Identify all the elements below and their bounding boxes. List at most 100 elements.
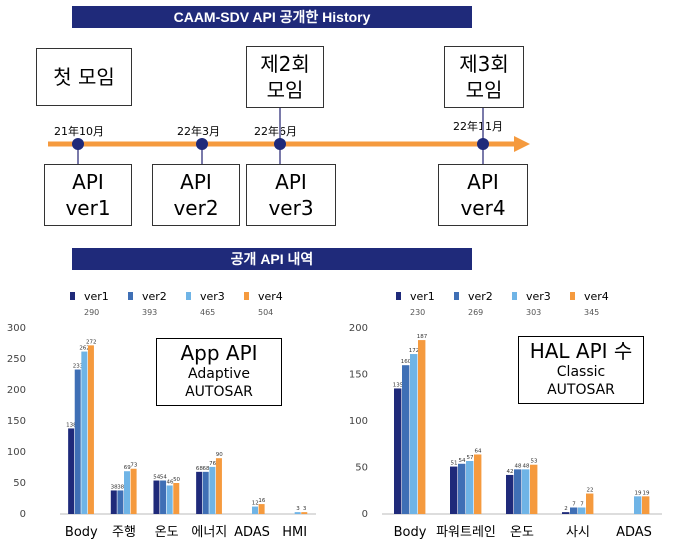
app-api-box-line2: Adaptive xyxy=(188,366,250,382)
hal-api-bar xyxy=(410,354,418,514)
hal-api-bar xyxy=(402,365,410,514)
hal-api-data-label: 42 xyxy=(507,469,514,475)
hal-api-data-label: 187 xyxy=(417,334,428,340)
hal-api-data-label: 7 xyxy=(572,501,576,507)
app-api-bar xyxy=(215,458,222,514)
app-api-data-label: 12 xyxy=(252,501,259,507)
timeline-dot-2 xyxy=(196,138,208,150)
app-api-bar xyxy=(110,490,117,514)
app-api-data-label: 73 xyxy=(130,463,137,469)
meeting-box-3: 제2회 모임 xyxy=(246,46,324,108)
app-api-data-label: 262 xyxy=(79,346,90,352)
app-api-bar xyxy=(74,369,81,514)
hal-api-box: HAL API 수 Classic AUTOSAR xyxy=(518,336,644,404)
timeline-date-4: 22年11月 xyxy=(453,120,503,133)
meeting-box-1: 첫 모임 xyxy=(36,48,132,106)
hal-api-legend-label: ver2 xyxy=(468,290,493,303)
hal-api-bar xyxy=(514,469,522,514)
app-api-bar xyxy=(294,512,301,514)
app-api-legend-swatch xyxy=(128,292,133,300)
app-api-category-label: ADAS xyxy=(234,525,270,540)
hal-api-bar xyxy=(642,496,650,514)
hal-api-bar xyxy=(570,507,578,514)
hal-api-data-label: 48 xyxy=(523,463,530,469)
hal-api-legend-total: 230 xyxy=(410,308,425,317)
app-api-bar xyxy=(202,471,209,514)
hal-api-bar xyxy=(474,454,482,514)
hal-api-data-label: 54 xyxy=(459,458,466,464)
app-api-chart: ver1 290 ver2 393 ver3 465 ver4 504 0 50 100 150 200… xyxy=(7,290,316,540)
hal-api-bar xyxy=(522,469,530,514)
app-api-data-label: 138 xyxy=(66,422,77,428)
hal-api-data-label: 135 xyxy=(393,382,404,388)
hal-api-bar xyxy=(562,512,570,514)
hal-api-bar xyxy=(458,463,466,514)
app-api-category-label: HMI xyxy=(282,525,307,540)
history-title: CAAM-SDV API 공개한 History xyxy=(173,9,371,25)
app-api-box-title: App API xyxy=(180,341,258,365)
hal-api-bar xyxy=(578,507,586,514)
hal-api-legend-swatch xyxy=(570,292,575,300)
hal-api-data-label: 48 xyxy=(515,463,522,469)
app-api-ytick: 50 xyxy=(13,478,26,489)
app-api-box-line3: AUTOSAR xyxy=(185,384,253,400)
hal-api-data-label: 51 xyxy=(451,461,458,467)
version-box-3: API ver3 xyxy=(246,164,336,226)
hal-api-ytick: 100 xyxy=(349,416,368,427)
app-api-data-label: 54 xyxy=(153,475,160,481)
hal-api-data-label: 172 xyxy=(409,348,420,354)
hal-api-legend-swatch xyxy=(396,292,401,300)
hal-api-ytick: 150 xyxy=(349,370,368,381)
hal-api-bar xyxy=(586,493,594,514)
app-api-category-label: 온도 xyxy=(155,525,179,540)
hal-api-bar xyxy=(506,474,514,514)
app-api-legend-total: 465 xyxy=(200,308,215,317)
hal-api-box-line3: AUTOSAR xyxy=(547,382,615,398)
app-api-data-label: 16 xyxy=(258,498,265,504)
app-api-bar xyxy=(209,466,216,514)
app-api-bar xyxy=(117,490,124,514)
hal-api-category-label: 사시 xyxy=(566,525,590,540)
app-api-bar xyxy=(258,504,265,514)
hal-api-category-label: ADAS xyxy=(616,525,652,540)
connector-3 xyxy=(279,108,281,164)
hal-api-data-label: 2 xyxy=(564,506,568,512)
hal-api-data-label: 57 xyxy=(467,455,474,461)
hal-api-category-label: 파워트레인 xyxy=(436,525,496,540)
timeline-date-1: 21年10月 xyxy=(54,125,104,138)
hal-api-legend-swatch xyxy=(454,292,459,300)
app-api-data-label: 3 xyxy=(296,506,300,512)
app-api-bar xyxy=(160,480,167,514)
connector-4 xyxy=(482,108,484,164)
app-api-legend-total: 393 xyxy=(142,308,157,317)
hal-api-data-label: 7 xyxy=(580,501,584,507)
version-box-1: API ver1 xyxy=(44,164,132,226)
section-title: 공개 API 내역 xyxy=(230,251,314,267)
app-api-data-label: 38 xyxy=(117,484,124,490)
hal-api-chart: ver1 230 ver2 269 ver3 303 ver4 345 0 50 100 150 200… xyxy=(349,290,662,540)
app-api-legend-swatch xyxy=(244,292,249,300)
hal-api-legend-label: ver3 xyxy=(526,290,551,303)
app-api-data-label: 233 xyxy=(73,364,84,370)
app-api-ytick: 200 xyxy=(7,385,26,396)
hal-api-data-label: 19 xyxy=(635,490,642,496)
timeline-dot-3 xyxy=(274,138,286,150)
app-api-data-label: 54 xyxy=(160,475,167,481)
meeting-box-4: 제3회 모임 xyxy=(444,46,524,108)
hal-api-legend-swatch xyxy=(512,292,517,300)
app-api-legend-label: ver2 xyxy=(142,290,167,303)
app-api-data-label: 68 xyxy=(196,466,203,472)
app-api-bar xyxy=(130,468,137,514)
app-api-bar xyxy=(173,483,180,514)
app-api-ytick: 250 xyxy=(7,354,26,365)
app-api-legend-label: ver4 xyxy=(258,290,283,303)
app-api-legend-label: ver3 xyxy=(200,290,225,303)
timeline-dot-1 xyxy=(72,138,84,150)
hal-api-category-label: 온도 xyxy=(510,525,534,540)
app-api-category-label: 주행 xyxy=(112,524,136,540)
hal-api-legend-total: 303 xyxy=(526,308,541,317)
hal-api-legend-label: ver4 xyxy=(584,290,609,303)
hal-api-data-label: 160 xyxy=(401,359,412,365)
hal-api-bar xyxy=(418,340,426,514)
hal-api-bar xyxy=(634,496,642,514)
